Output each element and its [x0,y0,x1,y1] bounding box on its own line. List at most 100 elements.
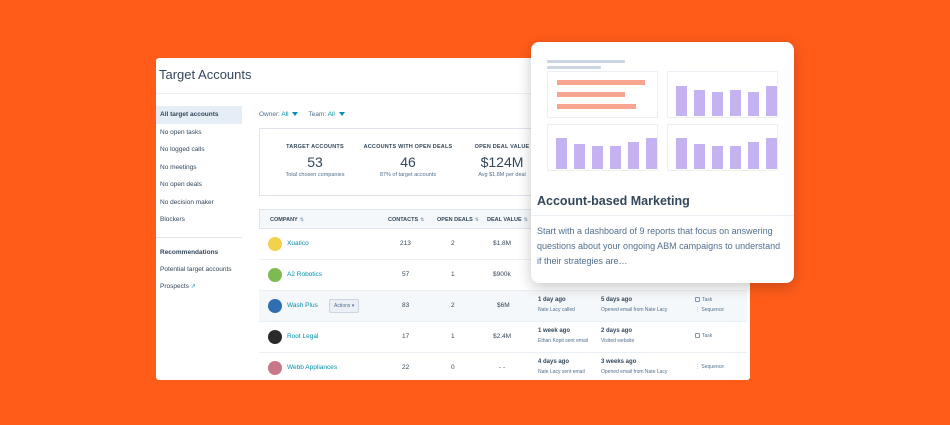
calendar-icon [695,333,700,339]
company-name-link[interactable]: Wash Plus [287,302,318,309]
company-name-link[interactable]: Root Legal [287,333,319,340]
sidebar-divider [156,236,242,238]
last-activity-desc: Nate Lacy sent email [538,369,585,375]
sidebar-item-no-decision-maker[interactable]: No decision maker [160,198,214,206]
company-logo [268,361,282,375]
kpi-label: TARGET ACCOUNTS [286,144,344,150]
deal-value-cell: $900k [493,271,511,278]
kpi-label: OPEN DEAL VALUE [474,144,530,150]
deal-value-cell: - - [499,364,506,371]
kpi-value: 53 [307,154,323,170]
contacts-cell: 213 [400,240,411,247]
last-engagement-desc: Opened email from Nate Lacy [601,307,668,313]
table-row[interactable]: Wash Plus Actions ▾ 83 2 $6M 1 day ago N… [259,291,747,322]
card-description: Start with a dashboard of 9 reports that… [537,226,781,266]
open-deals-cell: 1 [451,271,455,278]
last-activity-desc: Nate Lacy called [538,307,575,313]
company-logo [268,299,282,313]
company-name-link[interactable]: A2 Robotics [287,271,323,278]
card-divider [531,215,794,216]
sidebar-item-no-open-tasks[interactable]: No open tasks [160,128,202,136]
kpi-target-accounts: TARGET ACCOUNTS 53 Total chosen companie… [260,129,370,178]
company-name-link[interactable]: Webb Appliances [287,364,338,371]
task-tag[interactable]: Task [695,297,712,303]
last-engagement-time: 2 days ago [601,328,633,334]
open-deals-cell: 1 [451,333,455,340]
sidebar-item-no-open-deals[interactable]: No open deals [160,181,202,188]
sequence-icon: ⋮ [695,307,702,313]
sidebar-item-no-logged-calls[interactable]: No logged calls [160,146,205,153]
preview-panel-bars-1 [667,71,778,118]
sidebar: All target accounts No open tasks No log… [156,106,242,296]
open-deals-cell: 2 [451,302,455,309]
team-filter-value: All [327,111,335,118]
table-row[interactable]: A2 Robotics 57 1 $900k [259,260,747,291]
sort-icon: ⇅ [523,217,528,223]
contacts-cell: 22 [402,364,410,371]
column-header-open-deals[interactable]: OPEN DEALS ⇅ [437,217,479,223]
deal-value-cell: $2.4M [493,333,512,340]
sequence-icon: ⋮ [695,364,702,370]
last-activity-time: 4 days ago [538,359,570,365]
last-engagement-desc: Visited website [601,338,635,344]
contacts-cell: 83 [402,302,410,309]
kpi-value: 46 [400,154,416,170]
kpi-summary: TARGET ACCOUNTS 53 Total chosen companie… [259,128,739,196]
kpi-subtext: 87% of target accounts [379,172,437,178]
sidebar-item-all-target-accounts[interactable]: All target accounts [156,106,242,124]
table-row[interactable]: Xuatico 213 2 $1.8M [259,229,747,260]
kpi-accounts-with-open-deals: ACCOUNTS WITH OPEN DEALS 46 87% of targe… [353,129,463,178]
kpi-subtext: Avg $1.8M per deal [478,172,526,178]
card-title: Account-based Marketing [537,194,690,208]
column-header-company[interactable]: COMPANY ⇅ [270,217,304,223]
page-title: Target Accounts [159,67,252,82]
chevron-down-icon: ▾ [351,303,355,309]
company-logo [268,268,282,282]
sort-icon: ⇅ [299,217,304,223]
kpi-open-deal-value: OPEN DEAL VALUE $124M Avg $1.8M per deal [447,129,557,178]
preview-panel-horizontal-bars [547,71,658,118]
abm-dashboard-card[interactable]: Account-based Marketing Start with a das… [531,42,794,283]
contacts-cell: 17 [402,333,410,340]
sort-icon: ⇅ [474,217,479,223]
task-tag[interactable]: Task [695,333,712,339]
actions-dropdown[interactable]: Actions ▾ [329,299,360,313]
card-preview-header [547,60,625,72]
sidebar-item-blockers[interactable]: Blockers [160,216,185,223]
last-engagement-time: 3 weeks ago [601,359,637,365]
last-activity-time: 1 week ago [538,328,571,334]
deal-value-cell: $6M [497,302,510,309]
sidebar-item-prospects[interactable]: Prospects ↗ [156,278,242,296]
company-logo [268,237,282,251]
owner-filter-value: All [281,111,289,118]
external-link-icon: ↗ [190,284,196,290]
contacts-cell: 57 [402,271,410,278]
sidebar-section-recommendations: Recommendations [160,248,219,256]
company-name-link[interactable]: Xuatico [287,240,309,247]
owner-filter[interactable]: Owner: All [259,111,299,118]
chevron-down-icon [292,112,299,117]
last-engagement-desc: Opened email from Nate Lacy [601,369,668,375]
open-deals-cell: 0 [451,364,455,371]
last-engagement-time: 5 days ago [601,297,633,303]
column-header-contacts[interactable]: CONTACTS ⇅ [388,217,425,223]
last-activity-time: 1 day ago [538,297,566,303]
chevron-down-icon [338,112,345,117]
table-row[interactable]: Webb Appliances 22 0 - - 4 days ago Nate… [259,353,747,380]
sidebar-item-no-meetings[interactable]: No meetings [160,163,197,171]
deal-value-cell: $1.8M [493,240,512,247]
column-header-deal-value[interactable]: DEAL VALUE ⇅ [487,217,528,223]
sequence-tag[interactable]: ⋮ Sequence [695,307,724,313]
team-filter[interactable]: Team: All [308,111,345,118]
table-row[interactable]: Root Legal 17 1 $2.4M 1 week ago Ethan K… [259,322,747,353]
company-logo [268,330,282,344]
last-activity-desc: Ethan Kopit sent email [538,338,589,344]
sequence-tag[interactable]: ⋮ Sequence [695,364,724,370]
team-filter-label: Team: [308,111,327,118]
preview-panel-bars-3 [667,124,778,171]
open-deals-cell: 2 [451,240,455,247]
kpi-label: ACCOUNTS WITH OPEN DEALS [363,144,453,150]
sidebar-item-potential-target-accounts[interactable]: Potential target accounts [160,265,232,273]
sort-icon: ⇅ [420,217,425,223]
preview-panel-bars-2 [547,124,658,171]
